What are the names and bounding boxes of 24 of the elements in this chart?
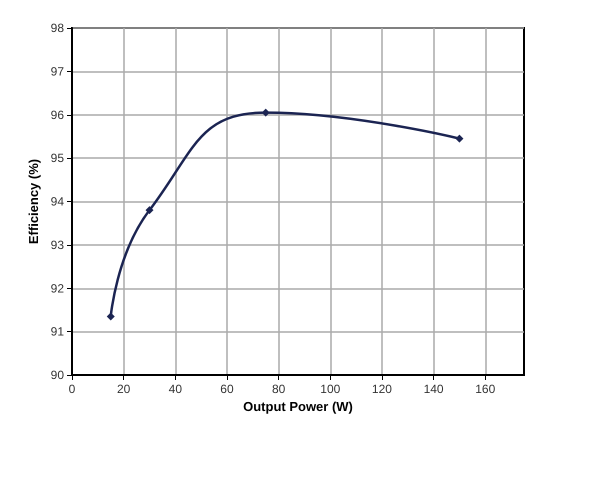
y-tick-label: 93 — [50, 238, 64, 252]
x-tick-label: 20 — [116, 382, 131, 396]
y-tick-label: 91 — [50, 324, 64, 339]
x-tick-label: 140 — [424, 382, 444, 396]
x-tick-label: 120 — [372, 382, 392, 396]
x-tick-label: 80 — [272, 382, 286, 396]
y-tick-label: 97 — [50, 64, 64, 78]
y-tick-label: 95 — [50, 151, 64, 166]
x-tick-label: 0 — [68, 382, 76, 396]
x-tick-label: 160 — [475, 382, 496, 396]
point — [145, 206, 154, 214]
x-tick-label: 100 — [320, 382, 341, 396]
y-tick-label: 92 — [50, 281, 64, 296]
x-tick-label: 60 — [220, 382, 234, 396]
y-axis-title: Efficiency (%) — [26, 158, 41, 244]
point — [455, 134, 464, 143]
y-tick-label: 96 — [50, 108, 64, 122]
point — [106, 312, 115, 320]
x-axis-title: Output Power (W) — [243, 398, 353, 414]
x-tick-label: 40 — [168, 382, 182, 396]
y-tick-label: 94 — [50, 194, 64, 208]
y-tick-label: 98 — [50, 21, 64, 35]
y-tick-label: 90 — [50, 368, 64, 382]
point — [262, 108, 270, 117]
